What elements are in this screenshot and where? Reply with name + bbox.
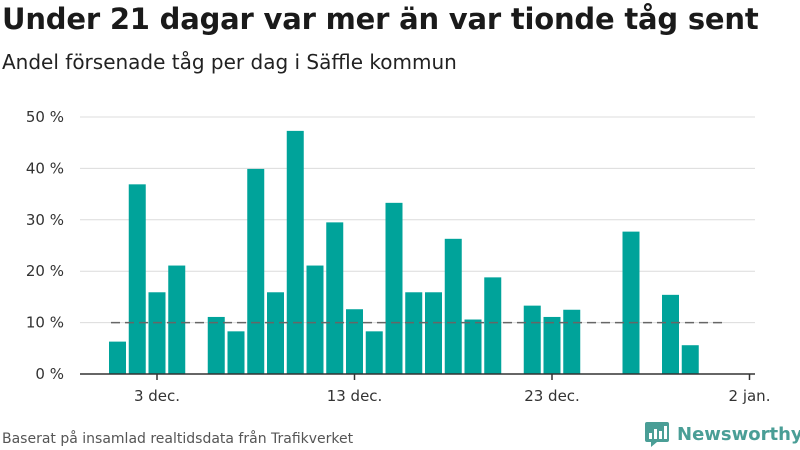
x-axis-ticks: 3 dec. 13 dec. 23 dec. 2 jan. [134, 374, 771, 405]
bar [662, 294, 679, 374]
bar [306, 265, 324, 374]
bar [425, 292, 442, 374]
bar [385, 202, 403, 374]
bar [464, 319, 482, 374]
x-tick-label: 2 jan. [729, 387, 771, 405]
bar [563, 309, 581, 374]
source-note: Baserat på insamlad realtidsdata från Tr… [2, 431, 354, 447]
bar [523, 305, 541, 374]
bar [543, 316, 561, 374]
bar [267, 292, 284, 374]
bars [109, 130, 699, 374]
bar [207, 316, 225, 374]
bar [286, 130, 304, 374]
bar [326, 222, 344, 374]
y-tick-label: 50 % [26, 108, 64, 126]
y-tick-label: 10 % [26, 314, 64, 332]
brand-name: Newsworthy [677, 423, 800, 445]
y-tick-label: 20 % [26, 262, 64, 280]
x-tick-label: 3 dec. [134, 387, 180, 405]
bar [681, 345, 699, 374]
bar [168, 265, 186, 374]
x-tick-label: 13 dec. [327, 387, 383, 405]
y-axis-labels: 0 % 10 % 20 % 30 % 40 % 50 % [26, 108, 64, 383]
bar [346, 309, 363, 374]
bar [128, 184, 146, 374]
bar [247, 168, 265, 374]
y-tick-label: 40 % [26, 159, 64, 177]
brand-logo: Newsworthy [644, 419, 800, 449]
x-tick-label: 23 dec. [524, 387, 580, 405]
bar [444, 238, 462, 374]
y-tick-label: 0 % [35, 365, 64, 383]
bar [148, 292, 166, 374]
newsworthy-logo-icon [645, 422, 669, 447]
bar [227, 331, 245, 374]
bar [405, 292, 423, 374]
bar [109, 341, 126, 374]
bar [484, 277, 502, 374]
bar [365, 331, 383, 374]
y-tick-label: 30 % [26, 211, 64, 229]
bar [622, 231, 640, 374]
chart-title: Under 21 dagar var mer än var tionde tåg… [2, 2, 759, 36]
chart-subtitle: Andel försenade tåg per dag i Säffle kom… [2, 50, 457, 74]
